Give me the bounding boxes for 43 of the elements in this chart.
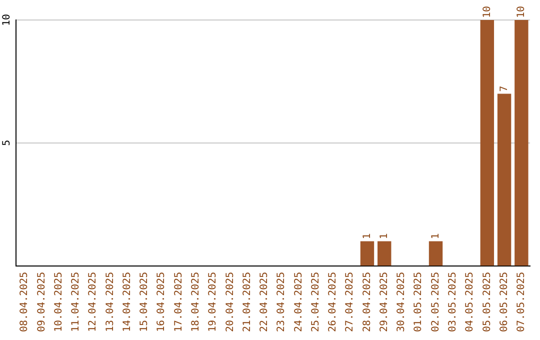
bar xyxy=(360,241,374,266)
data-label: 1 xyxy=(430,233,442,240)
data-label: 1 xyxy=(378,233,390,240)
x-tick-label: 12.04.2025 xyxy=(88,272,99,332)
bar xyxy=(428,241,443,266)
bar xyxy=(497,94,512,266)
x-tick-label: 04.05.2025 xyxy=(464,272,476,332)
x-tick-label: 25.04.2025 xyxy=(310,272,322,332)
data-label: 7 xyxy=(498,86,510,92)
x-tick-label: 29.04.2025 xyxy=(378,272,390,332)
x-tick-label: 28.04.2025 xyxy=(362,272,373,332)
x-tick-label: 21.04.2025 xyxy=(242,272,253,332)
x-tick-label: 11.04.2025 xyxy=(70,272,82,332)
x-tick-label: 10.04.2025 xyxy=(53,272,64,332)
x-tick-label: 06.05.2025 xyxy=(498,272,510,332)
x-tick-label: 08.04.2025 xyxy=(19,272,30,332)
bar xyxy=(514,20,528,266)
x-tick-label: 19.04.2025 xyxy=(208,272,219,332)
x-tick-label: 20.04.2025 xyxy=(224,272,236,332)
x-tick-label: 30.04.2025 xyxy=(396,272,408,332)
x-tick-label: 26.04.2025 xyxy=(328,272,339,332)
x-tick-label: 01.05.2025 xyxy=(413,272,424,332)
x-tick-label: 02.05.2025 xyxy=(430,272,442,332)
x-tick-label: 05.05.2025 xyxy=(482,272,493,332)
data-label: 10 xyxy=(516,6,528,18)
x-tick-label: 22.04.2025 xyxy=(259,272,270,332)
y-tick-label: 5 xyxy=(2,140,13,146)
data-label: 1 xyxy=(362,233,373,240)
x-tick-label: 23.04.2025 xyxy=(276,272,288,332)
x-tick-label: 13.04.2025 xyxy=(104,272,116,332)
data-label: 10 xyxy=(482,6,493,18)
x-tick-label: 03.05.2025 xyxy=(447,272,458,332)
bar xyxy=(480,20,494,266)
x-tick-label: 16.04.2025 xyxy=(156,272,168,332)
x-tick-label: 17.04.2025 xyxy=(173,272,184,332)
x-tick-label: 09.04.2025 xyxy=(36,272,48,332)
x-tick-label: 27.04.2025 xyxy=(344,272,356,332)
x-tick-label: 15.04.2025 xyxy=(139,272,150,332)
x-tick-label: 14.04.2025 xyxy=(122,272,133,332)
bar xyxy=(378,241,392,266)
x-tick-label: 24.04.2025 xyxy=(293,272,304,332)
x-tick-label: 18.04.2025 xyxy=(190,272,202,332)
x-tick-label: 07.05.2025 xyxy=(516,272,528,332)
